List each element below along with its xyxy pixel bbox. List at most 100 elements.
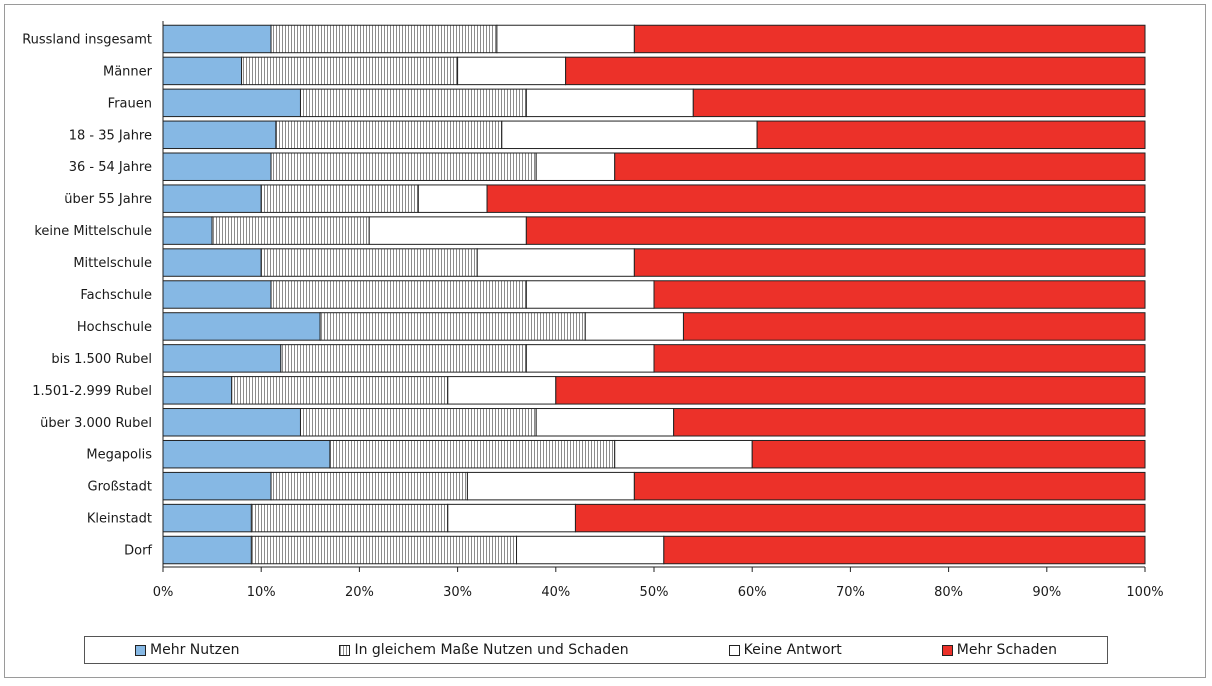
bar-segment-mehr-nutzen-1 [162,24,272,54]
category-label-1: Russland insgesamt [22,32,152,47]
legend-item-keine-antwort: Keine Antwort [728,642,842,658]
bar-segment-mehr-schaden-8 [633,248,1146,277]
bar-segment-keine-antwort-14 [614,439,753,469]
legend-swatch-in-gleichem-maße-nutzen-und-schaden [339,644,351,656]
bar-segment-keine-antwort-15 [466,471,635,501]
bar-segment-mehr-nutzen-7 [162,216,213,245]
category-label-9: Fachschule [80,288,152,303]
bar-segment-in-gleichem-maße-nutzen-und-schaden-6 [260,184,419,213]
bar-segment-in-gleichem-maße-nutzen-und-schaden-8 [260,248,478,277]
category-label-15: Großstadt [88,480,152,495]
legend-item-mehr-nutzen: Mehr Nutzen [135,642,239,658]
bar-segment-mehr-nutzen-9 [162,280,272,309]
category-label-12: 1.501-2.999 Rubel [32,384,152,399]
bar-segment-in-gleichem-maße-nutzen-und-schaden-2 [241,56,459,86]
bar-segment-keine-antwort-5 [535,152,616,181]
x-tick-label-3: 30% [443,585,472,600]
bar-segment-mehr-schaden-4 [756,120,1146,150]
bar-segment-keine-antwort-4 [501,120,758,150]
x-tick-label-0: 0% [153,585,174,600]
bar-segment-mehr-nutzen-3 [162,88,301,118]
legend-label-mehr-schaden: Mehr Schaden [956,642,1057,658]
category-label-3: Frauen [108,96,152,111]
bar-segment-mehr-nutzen-17 [162,535,252,565]
bar-segment-mehr-schaden-14 [751,439,1146,469]
bar-segment-keine-antwort-17 [516,535,665,565]
bar-segment-keine-antwort-12 [447,376,557,405]
bar-segment-in-gleichem-maße-nutzen-und-schaden-13 [299,408,537,437]
bar-segment-mehr-nutzen-14 [162,439,331,469]
bar-segment-keine-antwort-8 [476,248,635,277]
bar-segment-in-gleichem-maße-nutzen-und-schaden-12 [231,376,449,405]
bar-segment-mehr-schaden-3 [692,88,1146,118]
bar-segment-mehr-schaden-10 [682,312,1146,341]
bar-segment-mehr-nutzen-2 [162,56,243,86]
bar-segment-mehr-nutzen-15 [162,471,272,501]
x-tick-label-9: 90% [1032,585,1061,600]
legend: Mehr Nutzen In gleichem Maße Nutzen und S… [84,636,1108,664]
legend-swatch-mehr-schaden [941,644,953,656]
bar-segment-mehr-nutzen-8 [162,248,262,277]
bar-segment-in-gleichem-maße-nutzen-und-schaden-1 [270,24,498,54]
category-label-16: Kleinstadt [87,512,152,527]
category-label-2: Männer [103,64,153,79]
x-tick-label-1: 10% [247,585,276,600]
category-label-8: Mittelschule [73,256,152,271]
category-label-14: Megapolis [86,448,152,463]
x-tick-label-4: 40% [541,585,570,600]
bar-segment-in-gleichem-maße-nutzen-und-schaden-16 [250,503,449,533]
bar-segment-mehr-schaden-15 [633,471,1146,501]
bar-segment-in-gleichem-maße-nutzen-und-schaden-10 [319,312,586,341]
bar-segment-keine-antwort-7 [368,216,527,245]
category-label-6: über 55 Jahre [64,192,152,207]
bar-segment-mehr-nutzen-11 [162,344,282,373]
legend-label-keine-antwort: Keine Antwort [743,642,842,658]
bar-segment-mehr-nutzen-16 [162,503,252,533]
bar-segment-mehr-schaden-12 [555,376,1146,405]
bar-segment-mehr-nutzen-13 [162,408,301,437]
bar-segment-mehr-nutzen-5 [162,152,272,181]
category-label-5: 36 - 54 Jahre [69,160,152,175]
bars-layer [162,24,1146,565]
x-tick-label-7: 70% [836,585,865,600]
x-tick-label-8: 80% [934,585,963,600]
category-label-13: über 3.000 Rubel [40,416,152,431]
bar-segment-mehr-schaden-13 [673,408,1146,437]
bar-segment-mehr-schaden-17 [663,535,1146,565]
bar-segment-in-gleichem-maße-nutzen-und-schaden-15 [270,471,468,501]
bar-segment-mehr-nutzen-6 [162,184,262,213]
bar-segment-keine-antwort-9 [525,280,655,309]
bar-segment-in-gleichem-maße-nutzen-und-schaden-14 [329,439,616,469]
bar-segment-mehr-schaden-7 [525,216,1146,245]
bar-segment-in-gleichem-maße-nutzen-und-schaden-17 [250,535,518,565]
x-axis: 0% 10% 20% 30% 40% 50% 60% 70% 80% 90% 100% [153,21,1164,600]
bar-segment-in-gleichem-maße-nutzen-und-schaden-7 [211,216,370,245]
category-label-4: 18 - 35 Jahre [69,128,152,143]
bar-segment-mehr-nutzen-10 [162,312,321,341]
category-label-10: Hochschule [77,320,152,335]
x-tick-label-5: 50% [640,585,669,600]
bar-segment-keine-antwort-1 [496,24,635,54]
bar-segment-keine-antwort-16 [447,503,576,533]
category-label-7: keine Mittelschule [34,224,152,239]
bar-segment-in-gleichem-maße-nutzen-und-schaden-5 [270,152,537,181]
legend-swatch-keine-antwort [728,644,740,656]
bar-segment-mehr-schaden-16 [574,503,1146,533]
x-tick-label-10: 100% [1126,585,1163,600]
x-tick-label-6: 60% [738,585,767,600]
legend-swatch-mehr-nutzen [135,644,146,656]
bar-segment-in-gleichem-maße-nutzen-und-schaden-11 [280,344,527,373]
bar-segment-mehr-schaden-6 [486,184,1146,213]
bar-segment-keine-antwort-13 [535,408,675,437]
bar-segment-keine-antwort-11 [525,344,655,373]
category-labels: Russland insgesamt Männer Frauen 18 - 35 Ja… [22,32,152,558]
bar-segment-keine-antwort-6 [417,184,488,213]
bar-segment-keine-antwort-2 [457,56,567,86]
bar-segment-in-gleichem-maße-nutzen-und-schaden-3 [299,88,527,118]
bar-segment-mehr-nutzen-4 [162,120,277,150]
category-label-11: bis 1.500 Rubel [51,352,152,367]
x-tick-label-2: 20% [345,585,374,600]
bar-segment-mehr-schaden-5 [614,152,1146,181]
legend-item-mehr-schaden: Mehr Schaden [941,642,1057,658]
